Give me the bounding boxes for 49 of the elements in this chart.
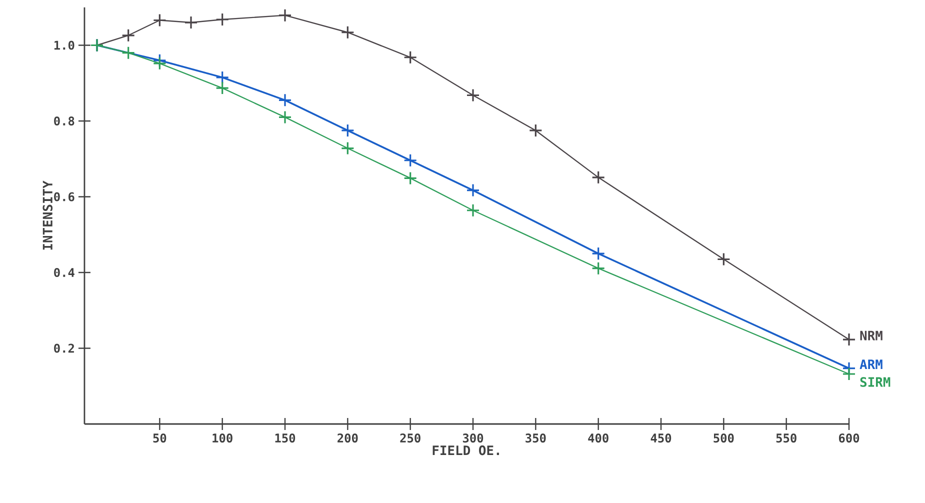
point: [278, 93, 292, 107]
series-label: NRM: [860, 330, 882, 340]
x-tick-label: 400: [588, 434, 608, 443]
x-tick-label: 250: [400, 434, 420, 443]
point: [592, 170, 606, 184]
x-tick-label: 50: [153, 434, 166, 443]
point: [340, 26, 354, 40]
point: [278, 8, 292, 22]
y-tick-label: 1.0: [54, 40, 74, 50]
point: [216, 12, 230, 26]
point: [216, 81, 230, 95]
point: [152, 56, 166, 70]
x-tick-label: 200: [338, 434, 358, 443]
point: [184, 16, 198, 30]
x-tick-label: 300: [462, 434, 484, 443]
point: [404, 50, 418, 64]
point: [404, 171, 418, 185]
x-tick-label: 550: [776, 434, 796, 443]
x-tick-label: 100: [212, 434, 232, 443]
point: [466, 204, 480, 218]
y-axis-title: INTENSITY: [42, 180, 53, 250]
series-label: SIRM: [860, 377, 890, 387]
point: [592, 262, 606, 276]
point: [592, 246, 606, 260]
point: [216, 70, 230, 84]
point: [122, 46, 136, 60]
y-tick-label: 0.8: [54, 116, 74, 126]
series-label: ARM: [860, 360, 882, 370]
point: [528, 124, 542, 138]
x-tick-label: 500: [714, 434, 734, 443]
x-tick-label: 350: [526, 434, 546, 443]
y-tick-label: 0.2: [54, 344, 74, 353]
point: [716, 252, 730, 266]
point: [340, 124, 354, 138]
x-tick-label: 450: [650, 434, 672, 443]
point: [278, 110, 292, 124]
x-tick-label: 150: [275, 434, 296, 443]
y-tick-label: 0.4: [54, 268, 74, 278]
point: [842, 332, 856, 346]
point: [404, 154, 418, 168]
point: [152, 13, 166, 28]
point: [466, 184, 480, 198]
x-axis-title: FIELD OE.: [432, 445, 499, 456]
y-tick-label: 0.6: [54, 192, 74, 202]
x-tick-label: 600: [838, 434, 860, 443]
point: [842, 367, 856, 381]
point: [340, 141, 354, 156]
point: [466, 88, 480, 102]
point: [122, 28, 136, 42]
